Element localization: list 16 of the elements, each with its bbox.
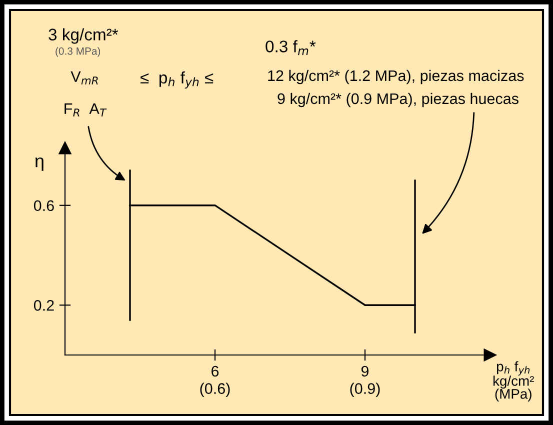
x2-tick-label: (0.9) — [350, 382, 380, 398]
x-tick-label: 9 — [361, 366, 369, 377]
text: 9 kg/cm²* (0.9 MPa), piezas huecas — [278, 92, 518, 108]
text: ≤ p$_{h}$ f$_{yh}$ ≤ — [140, 71, 214, 89]
y-tick-label: 0.6 — [34, 200, 54, 212]
x-tick-label: 6 — [212, 366, 219, 377]
x2-tick-label: (0.6) — [200, 382, 230, 398]
text: 12 kg/cm²* (1.2 MPa), piezas macizas — [268, 70, 524, 84]
y-tick-label: 0.2 — [34, 300, 54, 311]
text: (0.3 MPa) — [56, 47, 100, 57]
text: F$_{R}$ A$_{T}$ — [64, 103, 107, 116]
y-axis-title: η — [35, 157, 44, 171]
text: 3 kg/cm²* — [48, 28, 118, 44]
text: V$_{mR}$ — [70, 71, 98, 84]
text: 0.3 f$_{m}$* — [266, 40, 316, 55]
x-axis-title: p$_{h}$ f$_{yh}$ kg/cm² (MPa) — [493, 361, 534, 402]
